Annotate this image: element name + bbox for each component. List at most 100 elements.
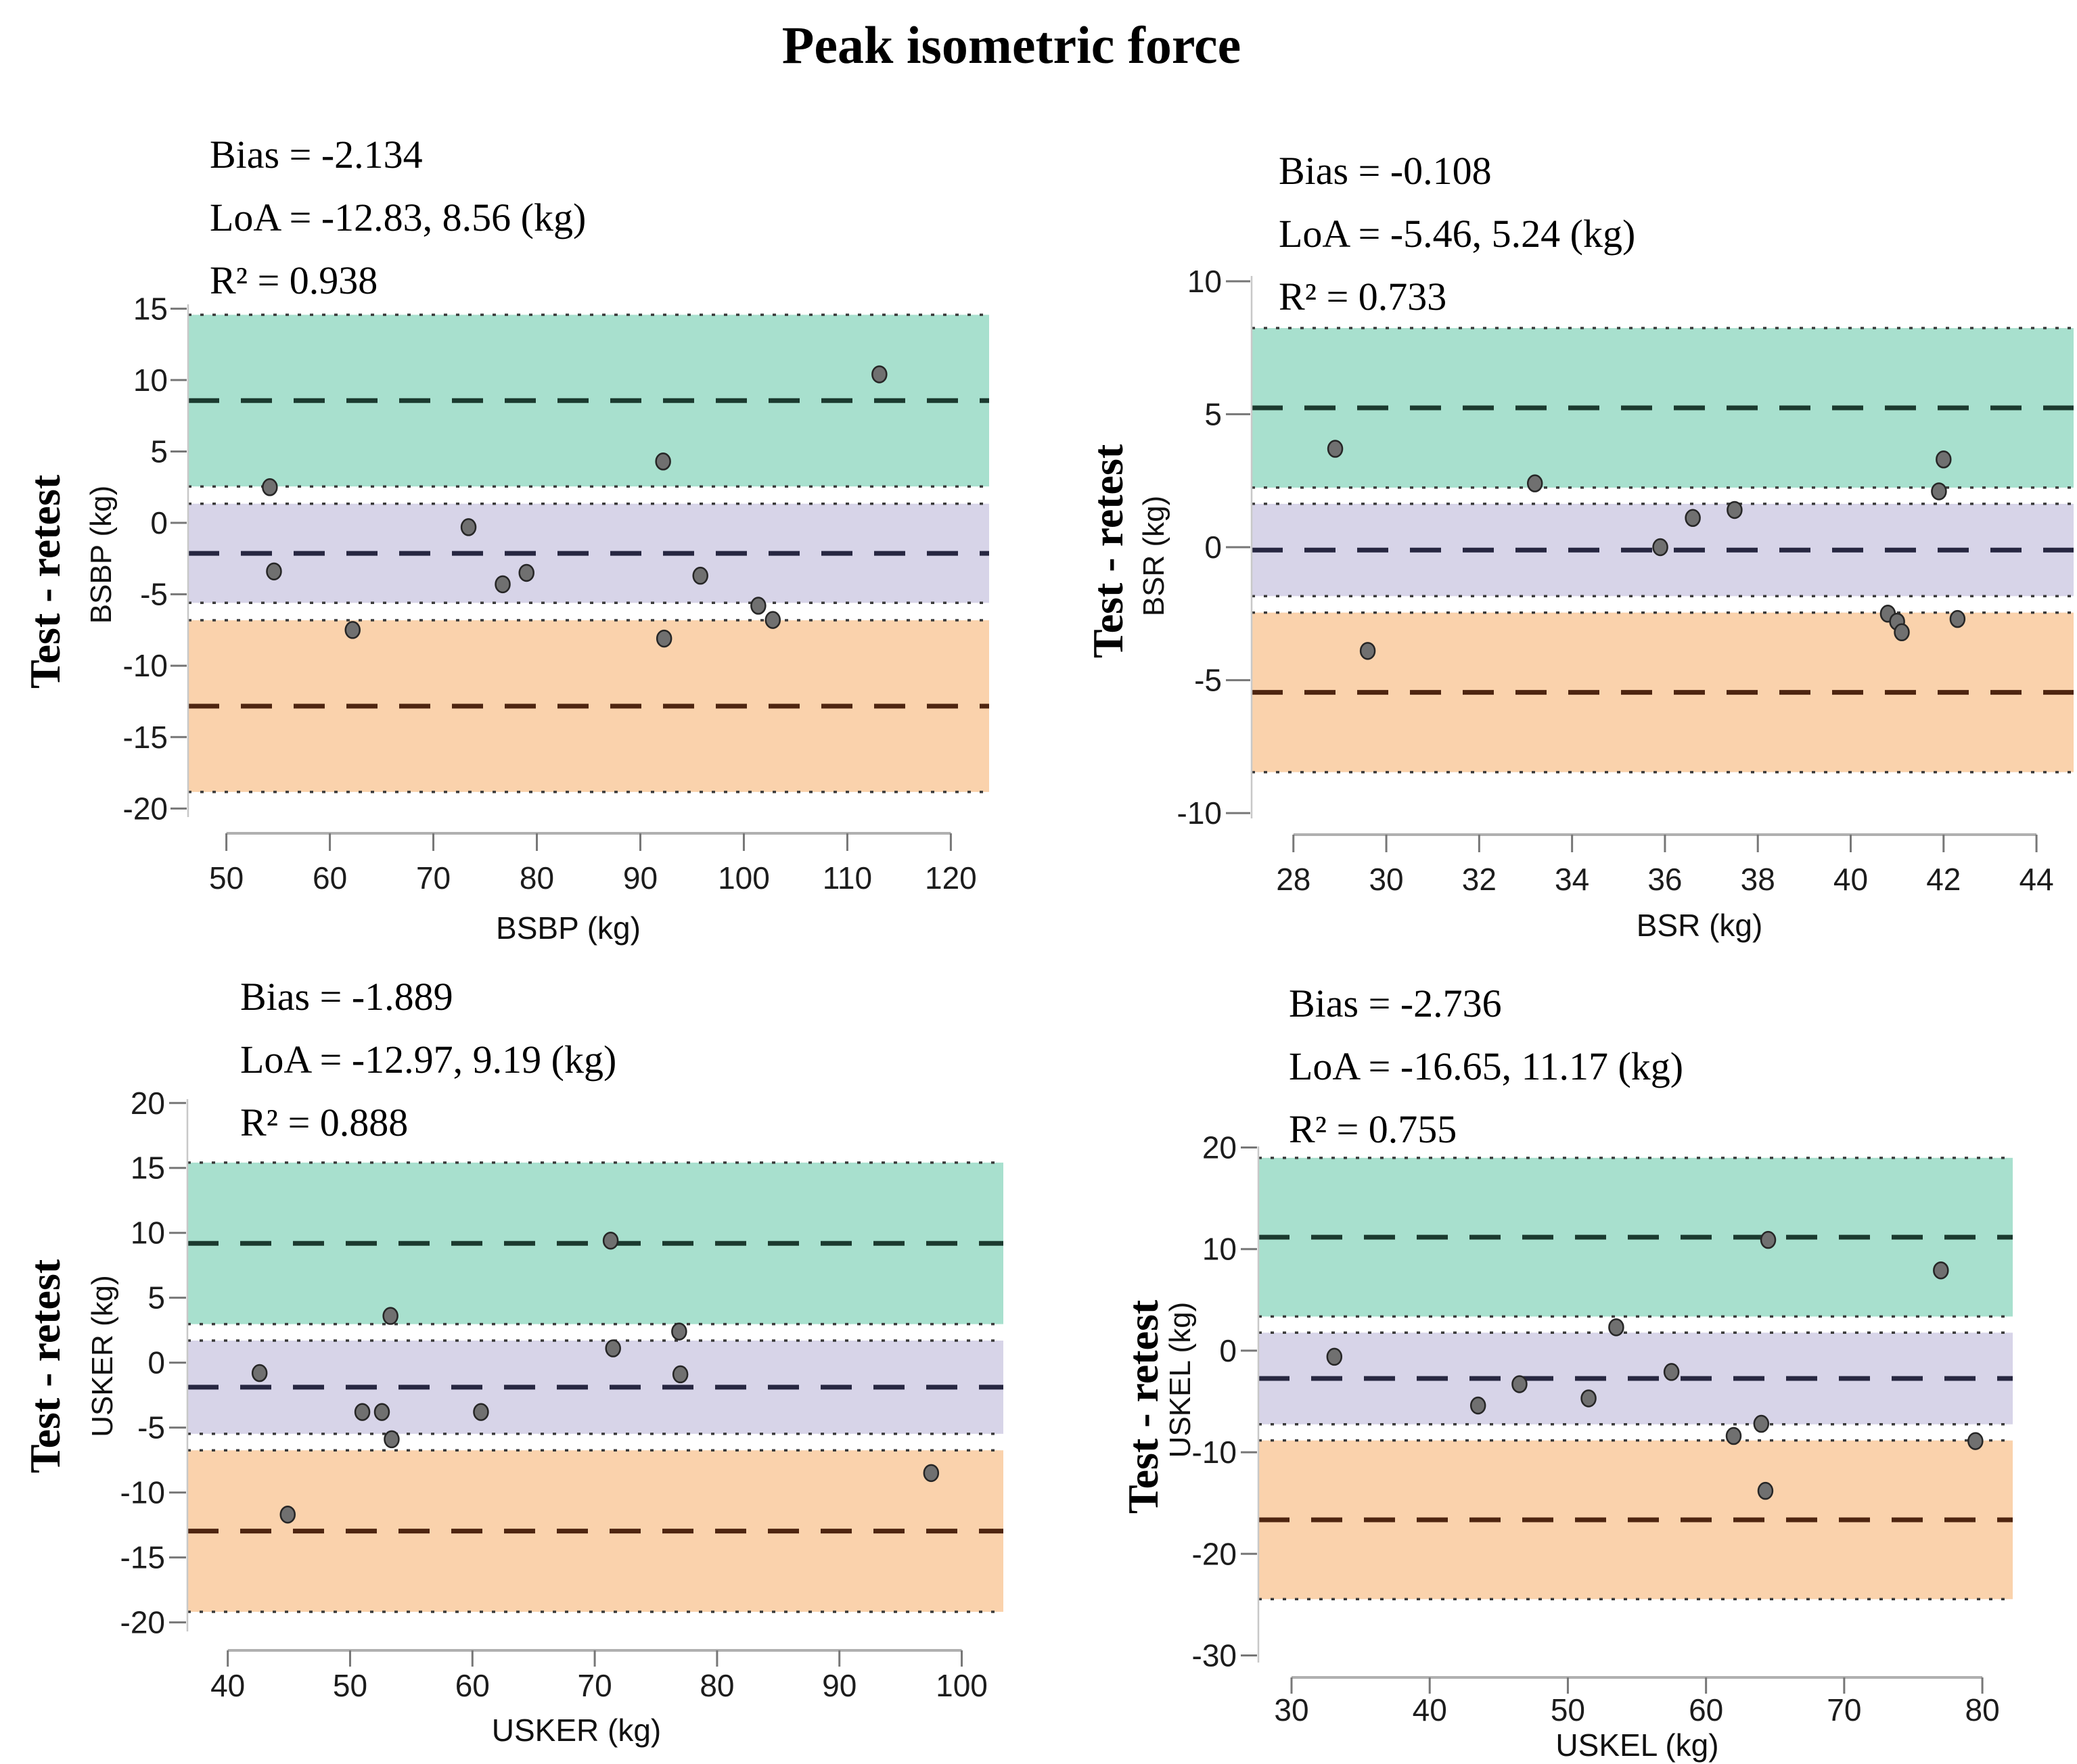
y-axis-inner-label: USKEL (kg) <box>1164 1301 1197 1458</box>
y-axis-inner-label: BSBP (kg) <box>85 485 118 624</box>
stat-r2: R² = 0.733 <box>1279 275 1447 319</box>
x-axis-label: BSBP (kg) <box>496 910 641 946</box>
data-point <box>764 611 781 629</box>
y-tick-label: -15 <box>120 1540 165 1575</box>
data-point <box>251 1364 268 1383</box>
stats-block: Bias = -0.108 LoA = -5.46, 5.24 (kg) R² … <box>1279 139 1635 328</box>
x-tick-label: 70 <box>578 1668 612 1703</box>
stat-loa: LoA = -12.97, 9.19 (kg) <box>240 1038 617 1082</box>
stat-loa: LoA = -16.65, 11.17 (kg) <box>1289 1044 1684 1088</box>
data-point <box>923 1464 940 1483</box>
data-point <box>1949 609 1966 628</box>
data-point <box>672 1365 689 1384</box>
stat-bias: Bias = -2.736 <box>1289 981 1502 1025</box>
x-tick-label: 80 <box>700 1668 734 1703</box>
y-tick-label: -10 <box>1177 795 1222 831</box>
x-tick-label: 60 <box>455 1668 490 1703</box>
data-point <box>279 1505 296 1524</box>
stat-bias: Bias = -2.134 <box>210 133 423 177</box>
y-tick-label: -20 <box>120 1605 165 1640</box>
data-point <box>671 1322 687 1341</box>
data-point <box>373 1403 390 1421</box>
data-point <box>1760 1230 1777 1249</box>
y-axis-outer-label: Test - retest <box>1084 444 1132 659</box>
x-tick-label: 44 <box>2019 862 2053 897</box>
y-tick-label: 10 <box>1187 264 1222 299</box>
y-tick-label: 0 <box>150 505 168 540</box>
data-point <box>382 1307 398 1325</box>
data-point <box>460 518 477 536</box>
data-point <box>655 452 671 471</box>
data-point <box>602 1231 619 1250</box>
x-axis-label: BSR (kg) <box>1636 908 1763 943</box>
y-tick-label: -10 <box>123 648 168 683</box>
x-tick-label: 50 <box>333 1668 367 1703</box>
stats-block: Bias = -1.889 LoA = -12.97, 9.19 (kg) R²… <box>240 965 616 1154</box>
data-point <box>354 1403 371 1421</box>
data-point <box>1757 1481 1774 1500</box>
x-tick-label: 30 <box>1369 862 1403 897</box>
x-tick-label: 40 <box>210 1668 245 1703</box>
y-axis-inner-label: BSR (kg) <box>1137 495 1170 617</box>
data-point <box>266 562 282 581</box>
stat-r2: R² = 0.755 <box>1289 1107 1457 1151</box>
y-tick-label: 10 <box>133 363 168 398</box>
data-point <box>1359 642 1376 660</box>
x-tick-label: 40 <box>1833 862 1868 897</box>
y-tick-label: 15 <box>131 1151 165 1186</box>
y-tick-label: 20 <box>1202 1130 1237 1165</box>
data-point <box>1727 501 1743 519</box>
y-tick-label: 5 <box>1204 396 1222 432</box>
y-axis-outer-label: Test - retest <box>1119 1299 1167 1514</box>
x-tick-label: 32 <box>1462 862 1497 897</box>
data-point <box>1894 623 1910 642</box>
data-point <box>1608 1318 1624 1337</box>
x-axis-label: USKEL (kg) <box>1555 1727 1719 1763</box>
data-point <box>1526 474 1543 492</box>
y-tick-label: 5 <box>150 434 168 469</box>
data-point <box>1326 1347 1343 1366</box>
data-point <box>1511 1375 1528 1393</box>
y-tick-label: -5 <box>1194 663 1222 698</box>
y-tick-label: -10 <box>120 1475 165 1510</box>
data-point <box>384 1430 400 1449</box>
data-point <box>605 1339 621 1357</box>
y-tick-label: -30 <box>1192 1638 1237 1673</box>
figure-title: Peak isometric force <box>781 16 1241 74</box>
y-tick-label: 20 <box>131 1086 165 1121</box>
data-point <box>1933 1261 1949 1280</box>
data-point <box>1753 1414 1770 1433</box>
x-tick-label: 90 <box>623 860 658 896</box>
y-tick-label: 0 <box>1219 1333 1237 1368</box>
x-tick-label: 50 <box>1551 1692 1585 1727</box>
stat-r2: R² = 0.938 <box>210 258 378 302</box>
data-point <box>473 1403 489 1421</box>
x-tick-label: 38 <box>1741 862 1775 897</box>
y-tick-label: 15 <box>133 291 168 326</box>
y-tick-label: -5 <box>140 577 168 612</box>
y-axis-outer-label: Test - retest <box>21 1259 69 1474</box>
y-tick-label: -10 <box>1192 1435 1237 1470</box>
ci-band-lower-loa <box>1252 612 2074 772</box>
data-point <box>262 478 278 496</box>
data-point <box>1931 482 1947 501</box>
data-point <box>518 563 534 582</box>
x-tick-label: 80 <box>1965 1692 1999 1727</box>
x-tick-label: 90 <box>822 1668 857 1703</box>
data-point <box>1469 1396 1486 1415</box>
y-tick-label: 0 <box>147 1345 165 1380</box>
x-axis-label: USKER (kg) <box>491 1713 662 1748</box>
data-point <box>1327 440 1344 458</box>
x-tick-label: 60 <box>1689 1692 1723 1727</box>
data-point <box>1652 538 1668 557</box>
x-tick-label: 36 <box>1647 862 1682 897</box>
data-point <box>692 566 708 585</box>
data-point <box>750 597 767 615</box>
data-point <box>871 365 888 384</box>
stat-r2: R² = 0.888 <box>240 1100 409 1144</box>
x-tick-label: 60 <box>313 860 347 896</box>
y-axis-outer-label: Test - retest <box>21 474 69 689</box>
stats-block: Bias = -2.134 LoA = -12.83, 8.56 (kg) R²… <box>210 123 586 312</box>
